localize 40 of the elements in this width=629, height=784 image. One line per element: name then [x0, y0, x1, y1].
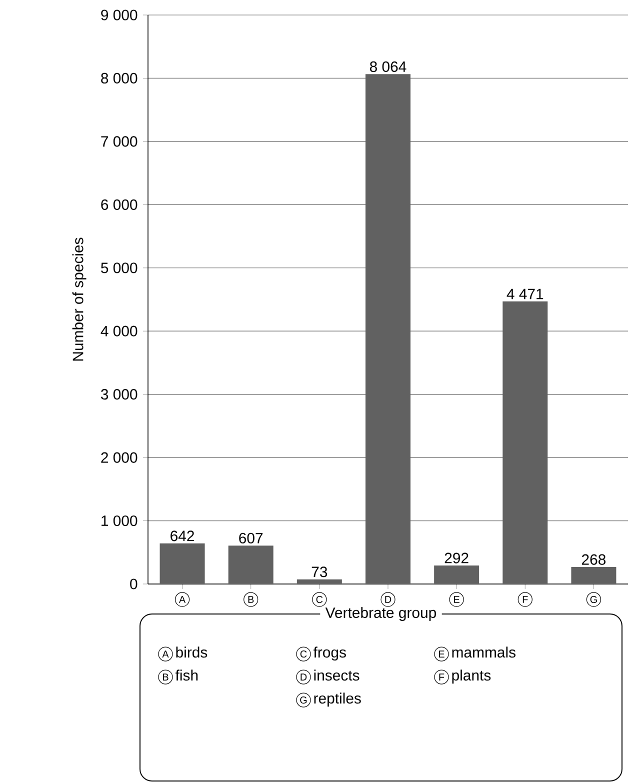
- x-tick-label: F: [522, 596, 528, 603]
- x-tick-label: G: [590, 596, 597, 603]
- text: mammals: [452, 646, 516, 658]
- y-tick-label: 4 000: [100, 326, 138, 336]
- text: plants: [452, 670, 491, 684]
- text: insects: [314, 670, 360, 681]
- category-label: A: [162, 650, 169, 658]
- y-tick-label: 3 000: [100, 389, 138, 400]
- y-tick-label: 1 000: [102, 515, 138, 526]
- y-tick-label: 0: [130, 578, 138, 590]
- x-tick-label: D: [385, 596, 392, 603]
- y-tick-label: 8 000: [101, 72, 138, 84]
- y-tick-label: 9 000: [101, 10, 138, 20]
- x-tick-label: B: [248, 596, 254, 603]
- y-tick-label: 7 000: [101, 136, 138, 147]
- text: reptiles: [314, 692, 361, 707]
- category-label: D: [300, 674, 307, 680]
- y-tick-label: 5 000: [101, 262, 138, 274]
- x-tick-label: C: [316, 596, 323, 603]
- category-label: B: [162, 674, 168, 680]
- data-label: 607: [239, 532, 263, 544]
- y-tick-label: 6 000: [101, 199, 138, 210]
- text: fish: [176, 670, 198, 681]
- category-label: C: [300, 650, 307, 658]
- x-tick-label: E: [454, 596, 460, 603]
- text: frogs: [314, 646, 346, 661]
- x-axis-title: Vertebrate group: [325, 607, 436, 621]
- category-label: G: [300, 696, 307, 704]
- data-label: 73: [312, 566, 328, 578]
- data-label: 642: [170, 530, 194, 542]
- data-label: 8 064: [370, 61, 406, 72]
- y-tick-label: 2 000: [101, 452, 138, 463]
- x-tick-label: A: [178, 596, 186, 603]
- category-label: F: [439, 674, 444, 680]
- category-label: E: [438, 650, 444, 658]
- data-label: 292: [444, 552, 468, 564]
- data-label: 268: [582, 554, 606, 565]
- data-label: 4 471: [506, 288, 544, 300]
- text: birds: [176, 646, 208, 658]
- y-axis-title: Number of species: [72, 238, 86, 361]
